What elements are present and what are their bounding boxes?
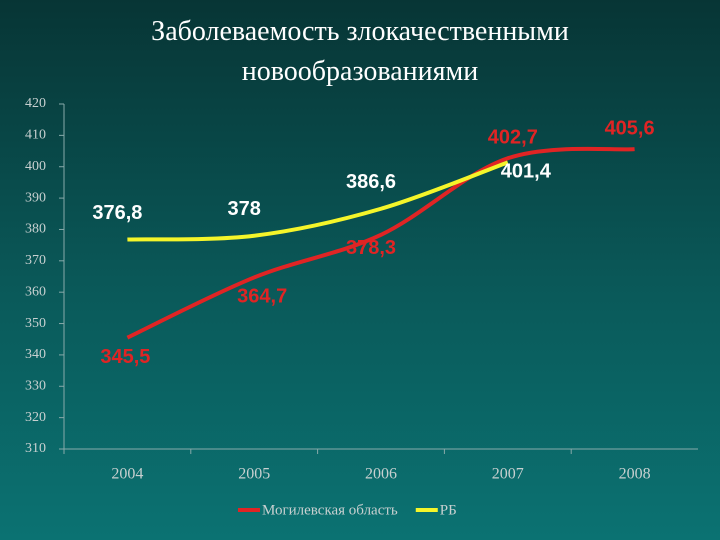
data-label: 364,7 — [237, 286, 287, 308]
x-tick-label: 2008 — [619, 466, 651, 483]
x-tick-label: 2006 — [365, 466, 397, 483]
data-label: 401,4 — [501, 161, 552, 183]
y-tick-label: 330 — [25, 378, 46, 393]
data-label: 378,3 — [346, 237, 396, 259]
data-label: 378 — [228, 198, 261, 220]
y-tick-label: 350 — [25, 316, 46, 331]
y-tick-label: 420 — [25, 96, 46, 111]
y-tick-label: 360 — [25, 284, 46, 299]
y-tick-label: 380 — [25, 222, 46, 237]
y-tick-label: 390 — [25, 190, 46, 205]
chart-title: Заболеваемость злокачественными новообра… — [151, 16, 569, 87]
data-label: 386,6 — [346, 171, 396, 193]
legend-label: Могилевская область — [262, 502, 398, 518]
data-label: 345,5 — [100, 346, 150, 368]
x-tick-label: 2004 — [111, 466, 143, 483]
data-label: 376,8 — [92, 202, 142, 224]
legend-label: РБ — [440, 502, 457, 518]
y-tick-label: 370 — [25, 253, 46, 268]
data-label: 405,6 — [605, 117, 655, 139]
x-tick-label: 2007 — [492, 466, 524, 483]
y-tick-label: 400 — [25, 159, 46, 174]
series-line — [126, 146, 635, 340]
x-tick-label: 2005 — [238, 466, 270, 483]
y-tick-label: 340 — [25, 347, 46, 362]
y-tick-label: 310 — [25, 441, 46, 456]
series-line — [127, 160, 509, 242]
data-label: 402,7 — [488, 127, 538, 149]
y-tick-label: 320 — [25, 410, 46, 425]
y-tick-label: 410 — [25, 128, 46, 143]
